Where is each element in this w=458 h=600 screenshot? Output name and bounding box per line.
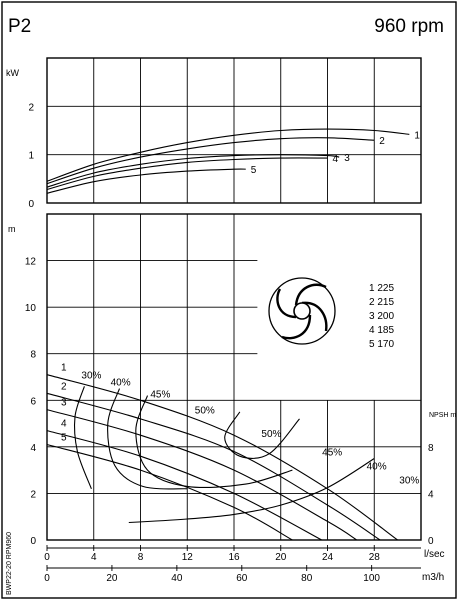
side-caption: BWP22-20 RPM960 bbox=[6, 532, 13, 595]
head-curve-2 bbox=[46, 392, 381, 541]
legend-item: 5 170 bbox=[369, 339, 394, 350]
efficiency-curve bbox=[107, 388, 188, 490]
power-curve-label: 4 bbox=[333, 154, 339, 165]
efficiency-curves bbox=[73, 386, 300, 490]
x-axis-lsec-tick-label: 16 bbox=[228, 552, 240, 563]
efficiency-labels: 30% 40% 45% 50% 50% 45% 40% 30% bbox=[81, 371, 419, 487]
efficiency-label: 30% bbox=[81, 371, 101, 382]
power-curve-label: 3 bbox=[344, 153, 350, 164]
power-curve-labels: 1 2 34 5 bbox=[251, 130, 421, 176]
power-plot: kW 0 1 2 1 2 34 5 bbox=[6, 57, 422, 210]
chart-subtitle: 960 rpm bbox=[374, 16, 444, 37]
head-ytick-label: 12 bbox=[25, 257, 37, 268]
npsh-curve bbox=[128, 458, 375, 524]
legend-item: 3 200 bbox=[369, 311, 394, 322]
npsh-label: NPSH m bbox=[429, 412, 456, 419]
head-curve-5 bbox=[46, 443, 293, 541]
head-curves: 1 2 3 4 5 bbox=[46, 363, 398, 541]
x-axis-m3h: 0 20 40 60 80 100 bbox=[44, 565, 421, 584]
efficiency-label: 45% bbox=[150, 389, 170, 400]
x-axis-m3h-tick-label: 20 bbox=[106, 573, 118, 584]
x-axis-lsec-tick-label: 28 bbox=[369, 552, 381, 563]
npsh-line bbox=[128, 458, 375, 524]
head-ytick-label: 2 bbox=[30, 489, 36, 500]
efficiency-curve bbox=[224, 411, 300, 459]
impeller-icon bbox=[268, 277, 336, 345]
head-curve-label: 4 bbox=[61, 419, 67, 430]
power-curve-2 bbox=[46, 137, 375, 185]
power-curve-3 bbox=[46, 154, 340, 188]
x-axis-m3h-tick-label: 80 bbox=[301, 573, 313, 584]
x-axis-lsec: 0 4 8 12 16 20 24 28 bbox=[44, 545, 421, 563]
power-curve-1 bbox=[46, 128, 410, 182]
legend-item: 1 225 bbox=[369, 283, 394, 294]
power-curves bbox=[46, 128, 410, 194]
x-axis-m3h-tick-label: 100 bbox=[363, 573, 380, 584]
efficiency-label: 50% bbox=[261, 429, 281, 440]
legend-item: 4 185 bbox=[369, 325, 394, 336]
x-axis-lsec-tick-label: 24 bbox=[322, 552, 334, 563]
head-curve-label: 1 bbox=[61, 363, 67, 374]
x-axis-lsec-tick-label: 4 bbox=[91, 552, 97, 563]
npsh-ytick-label: 8 bbox=[428, 443, 434, 454]
power-ytick-label: 1 bbox=[28, 151, 34, 162]
power-curve-5 bbox=[46, 168, 246, 194]
x-axis-m3h-tick-label: 40 bbox=[171, 573, 183, 584]
head-curve-label: 3 bbox=[61, 398, 67, 409]
x-axis-m3h-label: m3/h bbox=[422, 572, 444, 583]
x-axis-lsec-label: l/sec bbox=[424, 549, 445, 560]
efficiency-label: 30% bbox=[399, 475, 419, 486]
power-curve-label: 1 bbox=[414, 130, 420, 141]
x-axis-lsec-tick-label: 20 bbox=[275, 552, 287, 563]
power-ytick-label: 2 bbox=[28, 102, 34, 113]
chart-title: P2 bbox=[8, 16, 31, 37]
head-ytick-label: 4 bbox=[30, 443, 36, 454]
efficiency-curve bbox=[135, 395, 293, 488]
x-axis-lsec-tick-label: 12 bbox=[182, 552, 194, 563]
impeller-legend: 1 225 2 215 3 200 4 185 5 170 bbox=[369, 283, 394, 350]
power-grid bbox=[47, 58, 421, 203]
efficiency-curve bbox=[73, 386, 92, 489]
head-grid bbox=[47, 214, 421, 540]
power-curve-4 bbox=[46, 157, 328, 191]
power-curve-label: 2 bbox=[379, 136, 385, 147]
x-axis-lsec-tick-label: 8 bbox=[138, 552, 144, 563]
efficiency-label: 40% bbox=[111, 378, 131, 389]
npsh-ytick-label: 0 bbox=[428, 536, 434, 547]
npsh-yticks: 0 4 8 bbox=[428, 443, 434, 547]
power-ylabel: kW bbox=[6, 68, 20, 78]
power-ytick-label: 0 bbox=[28, 199, 34, 210]
npsh-ytick-label: 4 bbox=[428, 489, 434, 500]
x-axis-m3h-tick-label: 0 bbox=[44, 573, 50, 584]
efficiency-label: 45% bbox=[322, 448, 342, 459]
head-curve-label: 5 bbox=[61, 433, 67, 444]
efficiency-label: 40% bbox=[367, 461, 387, 472]
x-axis-m3h-tick-label: 60 bbox=[236, 573, 248, 584]
head-yticks: 0 2 4 6 8 10 12 bbox=[25, 257, 37, 547]
head-ytick-label: 6 bbox=[30, 396, 36, 407]
x-axis-lsec-tick-label: 0 bbox=[44, 552, 50, 563]
head-curve-label: 2 bbox=[61, 381, 67, 392]
head-curve-1 bbox=[46, 374, 398, 541]
power-curve-label: 5 bbox=[251, 165, 257, 176]
head-ytick-label: 8 bbox=[30, 350, 36, 361]
efficiency-label: 50% bbox=[195, 406, 215, 417]
head-ylabel: m bbox=[8, 224, 16, 234]
head-ytick-label: 10 bbox=[25, 303, 37, 314]
head-curve-4 bbox=[46, 430, 322, 541]
power-yticks: 0 1 2 bbox=[28, 102, 34, 210]
head-ytick-label: 0 bbox=[30, 536, 36, 547]
legend-item: 2 215 bbox=[369, 297, 394, 308]
